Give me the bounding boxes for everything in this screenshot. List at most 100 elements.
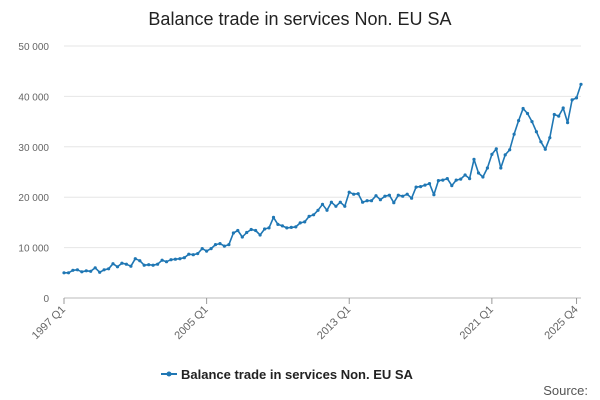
data-point[interactable] bbox=[534, 130, 539, 134]
data-point[interactable] bbox=[352, 192, 356, 196]
data-point[interactable] bbox=[227, 243, 231, 247]
data-point[interactable] bbox=[231, 231, 235, 235]
data-point[interactable] bbox=[476, 171, 481, 175]
data-point[interactable] bbox=[236, 228, 240, 233]
data-point[interactable] bbox=[80, 270, 84, 274]
data-point[interactable] bbox=[329, 200, 333, 204]
data-point[interactable] bbox=[115, 265, 120, 269]
data-point[interactable] bbox=[325, 208, 329, 212]
data-point[interactable] bbox=[432, 193, 436, 197]
data-point[interactable] bbox=[365, 199, 369, 203]
data-point[interactable] bbox=[508, 148, 512, 152]
data-point[interactable] bbox=[436, 179, 440, 183]
data-point[interactable] bbox=[463, 173, 467, 177]
data-point[interactable] bbox=[160, 258, 164, 262]
data-point[interactable] bbox=[338, 200, 342, 204]
data-point[interactable] bbox=[75, 268, 79, 272]
data-point[interactable] bbox=[107, 267, 111, 271]
data-point[interactable] bbox=[258, 233, 262, 237]
data-point[interactable] bbox=[249, 227, 253, 232]
data-point[interactable] bbox=[129, 264, 133, 268]
data-point[interactable] bbox=[271, 215, 276, 219]
data-point[interactable] bbox=[472, 157, 476, 161]
data-point[interactable] bbox=[276, 222, 280, 226]
data-point[interactable] bbox=[570, 98, 574, 102]
legend[interactable]: Balance trade in services Non. EU SA bbox=[161, 367, 414, 382]
data-point[interactable] bbox=[343, 204, 347, 208]
data-point[interactable] bbox=[147, 263, 151, 267]
data-point[interactable] bbox=[552, 112, 556, 117]
data-point[interactable] bbox=[178, 257, 182, 261]
data-point[interactable] bbox=[557, 114, 561, 118]
data-point[interactable] bbox=[423, 183, 427, 187]
data-point[interactable] bbox=[102, 268, 106, 272]
data-point[interactable] bbox=[561, 106, 565, 110]
data-point[interactable] bbox=[294, 225, 298, 229]
data-point[interactable] bbox=[459, 177, 463, 181]
data-point[interactable] bbox=[369, 199, 374, 203]
data-point[interactable] bbox=[169, 258, 173, 262]
data-point[interactable] bbox=[401, 194, 405, 198]
data-point[interactable] bbox=[468, 177, 472, 181]
data-point[interactable] bbox=[303, 220, 307, 224]
data-point[interactable] bbox=[361, 200, 365, 204]
data-point[interactable] bbox=[71, 268, 75, 272]
data-point[interactable] bbox=[245, 230, 249, 235]
data-point[interactable] bbox=[387, 193, 391, 197]
data-point[interactable] bbox=[142, 263, 146, 267]
data-point[interactable] bbox=[200, 247, 204, 251]
data-point[interactable] bbox=[111, 262, 115, 266]
data-point[interactable] bbox=[383, 194, 387, 198]
data-point[interactable] bbox=[187, 252, 191, 256]
data-point[interactable] bbox=[347, 190, 351, 194]
data-point[interactable] bbox=[579, 82, 583, 86]
data-point[interactable] bbox=[548, 136, 552, 140]
data-point[interactable] bbox=[240, 235, 244, 239]
data-point[interactable] bbox=[312, 213, 316, 217]
data-point[interactable] bbox=[454, 178, 458, 182]
data-point[interactable] bbox=[410, 196, 414, 200]
data-point[interactable] bbox=[494, 147, 498, 151]
data-point[interactable] bbox=[566, 121, 570, 125]
data-point[interactable] bbox=[196, 252, 200, 256]
data-point[interactable] bbox=[490, 152, 494, 156]
data-point[interactable] bbox=[98, 270, 102, 274]
data-point[interactable] bbox=[530, 120, 534, 124]
data-point[interactable] bbox=[164, 260, 169, 264]
data-point[interactable] bbox=[517, 119, 521, 123]
data-point[interactable] bbox=[481, 175, 485, 179]
data-point[interactable] bbox=[191, 253, 195, 257]
data-point[interactable] bbox=[378, 198, 382, 202]
data-point[interactable] bbox=[133, 257, 137, 261]
data-point[interactable] bbox=[267, 226, 271, 230]
data-point[interactable] bbox=[263, 227, 267, 231]
data-point[interactable] bbox=[66, 271, 71, 275]
data-point[interactable] bbox=[392, 201, 396, 205]
data-point[interactable] bbox=[525, 111, 530, 116]
data-point[interactable] bbox=[320, 202, 325, 206]
data-point[interactable] bbox=[334, 204, 338, 208]
data-point[interactable] bbox=[427, 182, 432, 186]
data-point[interactable] bbox=[120, 261, 124, 265]
data-point[interactable] bbox=[173, 257, 177, 261]
data-point[interactable] bbox=[396, 193, 400, 197]
data-point[interactable] bbox=[543, 147, 547, 151]
data-point[interactable] bbox=[84, 269, 88, 273]
data-point[interactable] bbox=[205, 249, 209, 253]
data-point[interactable] bbox=[316, 208, 320, 212]
data-point[interactable] bbox=[450, 184, 454, 188]
data-point[interactable] bbox=[209, 247, 213, 251]
data-point[interactable] bbox=[356, 192, 360, 196]
data-point[interactable] bbox=[512, 132, 516, 136]
data-point[interactable] bbox=[445, 177, 449, 181]
data-point[interactable] bbox=[521, 106, 525, 111]
data-point[interactable] bbox=[499, 166, 503, 170]
data-point[interactable] bbox=[285, 226, 289, 230]
data-point[interactable] bbox=[405, 192, 409, 196]
data-point[interactable] bbox=[138, 259, 142, 263]
data-point[interactable] bbox=[156, 262, 160, 266]
data-point[interactable] bbox=[574, 96, 579, 100]
data-point[interactable] bbox=[298, 221, 302, 225]
data-point[interactable] bbox=[62, 271, 66, 275]
data-point[interactable] bbox=[151, 263, 155, 267]
